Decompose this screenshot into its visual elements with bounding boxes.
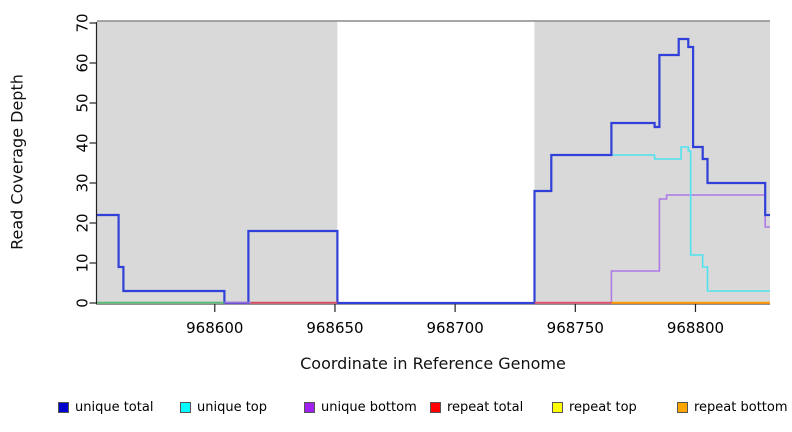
y-axis-title: Read Coverage Depth [7,74,27,250]
legend-label: repeat top [569,400,637,415]
legend-label: unique bottom [321,400,417,415]
y-tick-label: 20 [74,213,92,232]
legend: unique total unique top unique bottom repea… [0,396,792,426]
legend-label: repeat total [447,400,524,415]
y-tick-label: 30 [74,173,92,192]
y-tick-label: 10 [74,253,92,272]
y-tick-label: 0 [74,298,92,308]
x-tick-label: 968600 [186,319,243,337]
legend-swatch [677,402,688,413]
y-tick-label: 70 [74,13,92,32]
legend-swatch [304,402,315,413]
y-tick-label: 50 [74,93,92,112]
legend-label: unique top [197,400,268,415]
x-tick-label: 968750 [547,319,604,337]
legend-swatch [58,402,69,413]
x-axis-title: Coordinate in Reference Genome [300,354,566,373]
x-tick-label: 968800 [667,319,724,337]
y-tick-label: 60 [74,53,92,72]
legend-swatch [180,402,191,413]
shaded-region [97,21,338,304]
legend-swatch [552,402,563,413]
x-tick-label: 968700 [426,319,483,337]
series-unique-total [97,37,770,305]
shaded-region [534,21,770,304]
x-tick-label: 968650 [306,319,363,337]
legend-swatch [430,402,441,413]
legend-label: unique total [75,400,154,415]
y-tick-label: 40 [74,133,92,152]
legend-label: repeat bottom [694,400,788,415]
